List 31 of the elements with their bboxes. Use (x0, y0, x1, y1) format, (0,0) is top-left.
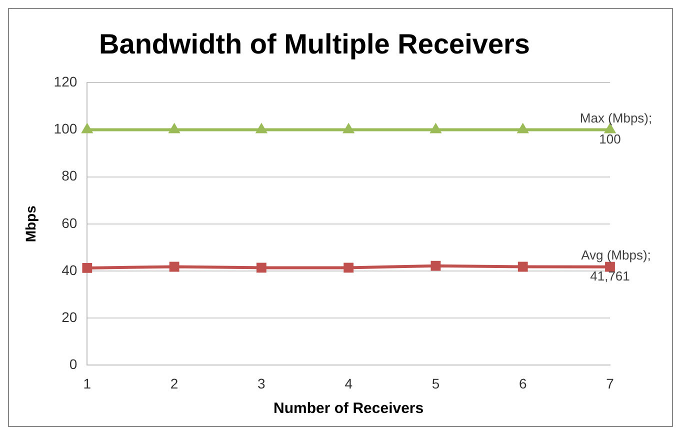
point (516, 122, 529, 134)
x-axis-title: Number of Receivers (274, 400, 424, 418)
y-tick-label: 100 (54, 120, 78, 137)
x-tick-label: 3 (258, 375, 266, 392)
y-tick-label: 80 (62, 168, 78, 184)
x-tick-label: 6 (518, 375, 527, 392)
point (256, 262, 266, 273)
x-tick-label: 2 (170, 375, 178, 392)
point (430, 260, 441, 271)
point (518, 262, 528, 272)
y-tick-label: 0 (69, 356, 78, 372)
annotation: Avg (Mbps); 41,761 (581, 247, 651, 284)
point (81, 122, 94, 134)
point (344, 262, 354, 273)
point (82, 262, 92, 273)
x-tick-label: 5 (432, 375, 440, 392)
x-tick-label: 1 (83, 375, 92, 392)
annotation: Max (Mbps); 100 (580, 110, 652, 146)
point (168, 122, 180, 134)
point (430, 122, 442, 134)
x-tick-label: 4 (344, 375, 353, 392)
chart-title: Bandwidth of Multiple Receivers (99, 28, 530, 60)
x-tick-label: 7 (606, 375, 614, 392)
point (169, 262, 180, 272)
y-tick-label: 20 (62, 308, 78, 325)
y-tick-label: 120 (54, 73, 78, 90)
point (342, 122, 355, 134)
y-tick-label: 40 (62, 262, 78, 278)
y-tick-label: 60 (62, 214, 78, 231)
point (255, 122, 268, 134)
y-axis-title: Mbps (22, 205, 38, 242)
